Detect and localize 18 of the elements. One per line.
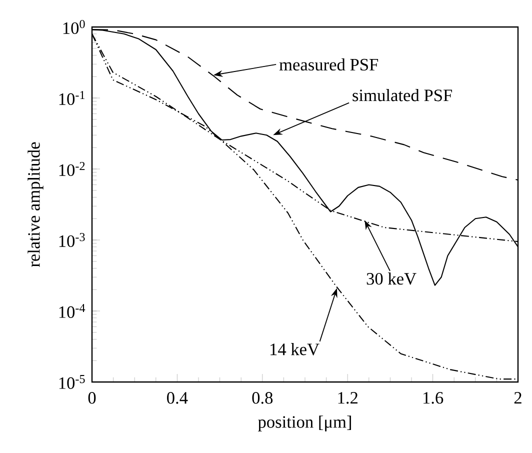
x-tick-label: 1.6 (423, 392, 444, 404)
y-tick-label: 10$^{-4}$ (59, 304, 86, 318)
y-tick-label: 10$^{-3}$ (59, 232, 85, 247)
y-axis-title: relative amplitude (28, 142, 44, 267)
annotation: simulated PSF (352, 88, 452, 102)
x-tick-label: 0.4 (167, 392, 188, 404)
x-axis-title: position [μm] (258, 415, 351, 432)
annotation: 30 keV (366, 272, 416, 285)
annotation: measured PSF (279, 58, 378, 70)
y-tick-label: 10$^{-1}$ (59, 90, 85, 105)
x-tick-label: 1.2 (338, 392, 358, 404)
y-tick-label: 10$^{0}$ (63, 20, 85, 34)
x-tick-label: 0 (88, 392, 96, 404)
x-tick-label: 2 (514, 392, 522, 404)
y-tick-label: 10$^{-2}$ (59, 162, 85, 176)
x-tick-label: 0.8 (252, 392, 273, 404)
annotation: 14 keV (270, 342, 320, 356)
y-tick-label: 10$^{-5}$ (59, 374, 85, 389)
